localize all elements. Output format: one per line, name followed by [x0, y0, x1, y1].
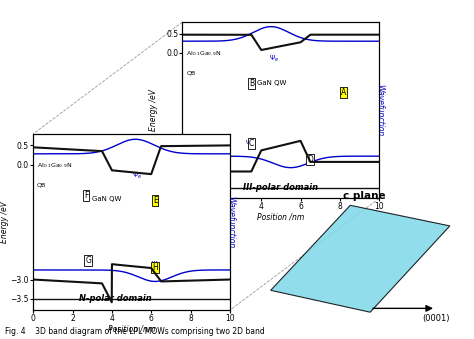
Text: GaN QW: GaN QW — [92, 196, 121, 202]
Text: G: G — [85, 256, 91, 265]
Text: H: H — [152, 263, 158, 272]
Text: III-polar domain: III-polar domain — [243, 182, 319, 192]
Text: Al$_{0.1}$Ga$_{0.9}$N: Al$_{0.1}$Ga$_{0.9}$N — [186, 49, 221, 58]
Text: $\Psi_e$: $\Psi_e$ — [269, 54, 279, 64]
Y-axis label: Wavefunction: Wavefunction — [376, 84, 385, 136]
Text: N-polar domain: N-polar domain — [80, 294, 152, 303]
Y-axis label: Energy /eV: Energy /eV — [0, 201, 9, 243]
Text: QB: QB — [186, 71, 196, 76]
Polygon shape — [271, 205, 450, 312]
Text: c plane: c plane — [343, 191, 385, 201]
Text: D: D — [308, 155, 313, 164]
Text: E: E — [153, 196, 157, 205]
X-axis label: Position /nm: Position /nm — [108, 325, 155, 334]
Y-axis label: Energy /eV: Energy /eV — [149, 89, 158, 131]
Text: F: F — [84, 191, 89, 200]
Text: B: B — [249, 79, 254, 88]
Text: $\Psi$: $\Psi$ — [151, 259, 158, 268]
Text: A: A — [341, 88, 346, 97]
Text: GaN QW: GaN QW — [257, 80, 287, 86]
Text: $\Psi_h$: $\Psi_h$ — [246, 138, 256, 148]
X-axis label: Position /nm: Position /nm — [257, 213, 304, 222]
Text: $\Psi_e$: $\Psi_e$ — [131, 171, 142, 181]
Text: Fig. 4    3D band diagram of the LPL MOWs comprising two 2D band: Fig. 4 3D band diagram of the LPL MOWs c… — [5, 326, 264, 336]
Y-axis label: Wavefunction: Wavefunction — [227, 196, 236, 248]
Text: QB: QB — [37, 183, 46, 188]
Text: C: C — [249, 139, 254, 148]
Text: Al$_{0.1}$Ga$_{0.9}$N: Al$_{0.1}$Ga$_{0.9}$N — [37, 161, 72, 170]
Text: (0001): (0001) — [422, 314, 450, 322]
